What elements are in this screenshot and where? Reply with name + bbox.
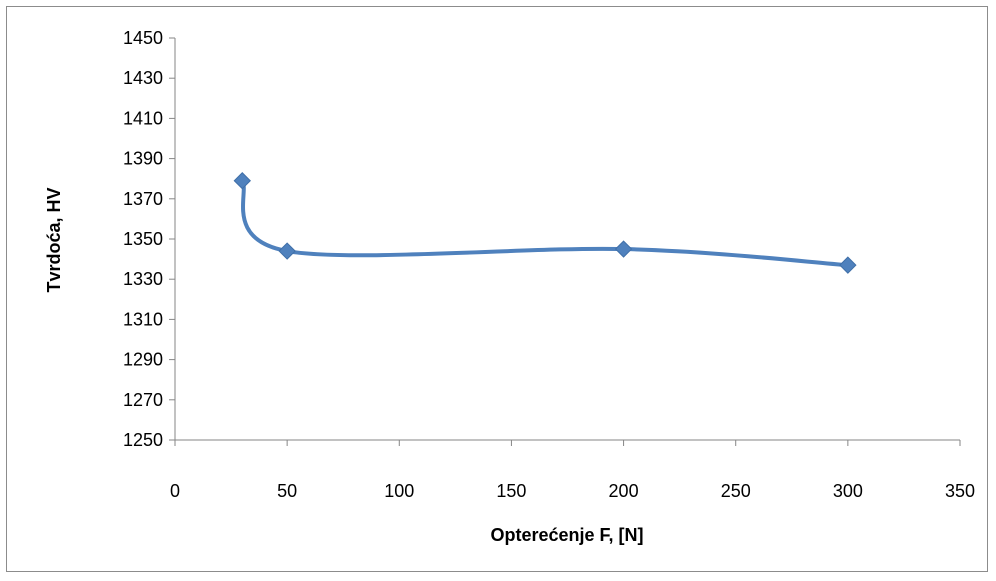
axes: 1250 1270 1290 1310 1330 1350 1370 1390 1410 1430… [123,28,975,501]
y-tick-label: 1350 [123,229,163,249]
series-line [240,178,850,268]
y-tick-label: 1410 [123,108,163,128]
y-tick-label: 1330 [123,269,163,289]
x-tick-label: 150 [496,481,526,501]
data-point-marker [233,172,251,190]
x-tick-label: 350 [945,481,975,501]
y-tick-label: 1390 [123,149,163,169]
x-tick-label: 300 [833,481,863,501]
x-tick-label: 200 [609,481,639,501]
y-tick-label: 1290 [123,350,163,370]
y-tick-label: 1250 [123,430,163,450]
y-axis-title: Tvrdoća, HV [44,187,64,292]
data-point-marker [614,240,633,258]
x-axis-title: Opterećenje F, [N] [490,525,643,545]
y-tick-label: 1370 [123,189,163,209]
x-tick-label: 250 [721,481,751,501]
data-point-marker [839,256,857,274]
chart-frame [6,6,988,572]
y-tick-label: 1270 [123,390,163,410]
data-point-marker [278,242,296,260]
x-tick-label: 50 [277,481,297,501]
y-tick-label: 1310 [123,309,163,329]
y-tick-label: 1430 [123,68,163,88]
x-tick-label: 0 [170,481,180,501]
y-tick-label: 1450 [123,28,163,48]
series-group [233,172,857,274]
x-tick-label: 100 [384,481,414,501]
